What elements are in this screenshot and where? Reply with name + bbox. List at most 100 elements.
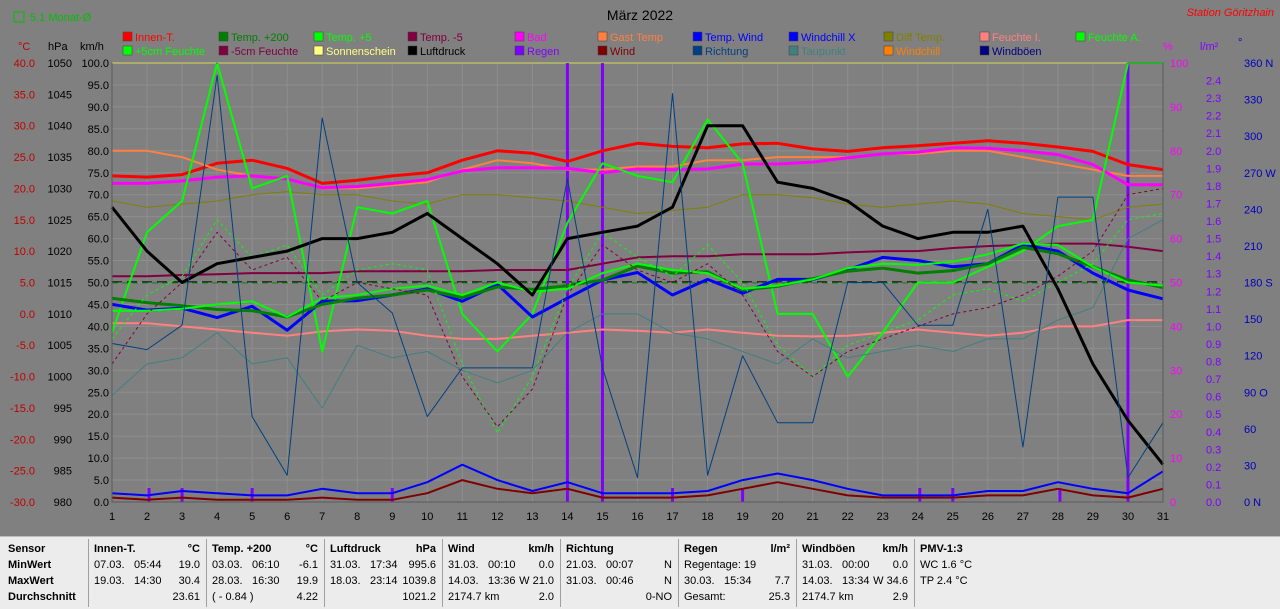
stats-title-text: Wind xyxy=(448,543,475,555)
stats-cell: W 21.0 xyxy=(519,575,554,587)
stats-block-title: Wind km/h xyxy=(448,541,554,557)
kmh-tick-label: 85.0 xyxy=(88,124,109,136)
series-line-temp-5 xyxy=(112,242,1164,278)
pct-tick-label: 90 xyxy=(1170,102,1182,114)
temp-tick-label: -5.0 xyxy=(16,340,35,352)
stats-row: 31.03. 00:10 0.0 xyxy=(448,557,554,573)
x-tick-label: 2 xyxy=(144,511,150,523)
stats-row: Gesamt: 25.3 xyxy=(684,589,790,605)
stats-cell: 0.0 xyxy=(892,559,908,571)
temp-tick-label: -20.0 xyxy=(10,434,35,446)
temp-tick-label: 25.0 xyxy=(14,152,35,164)
legend-swatch xyxy=(313,45,324,56)
stats-cell: 03.03. xyxy=(212,559,243,571)
hpa-tick-label: 1020 xyxy=(48,246,72,258)
pct-tick-label: 0 xyxy=(1170,497,1176,509)
stats-title-text: Regen xyxy=(684,543,718,555)
stats-row: 2174.7 km 2.9 xyxy=(802,589,908,605)
kmh-tick-label: 80.0 xyxy=(88,146,109,158)
kmh-tick-label: 5.0 xyxy=(94,475,109,487)
stats-title-text: Luftdruck xyxy=(330,543,381,555)
stats-separator xyxy=(914,539,915,607)
stats-block: PMV-1:3 WC 1.6 °C TP 2.4 °C xyxy=(920,541,1020,607)
axis-unit-dir: ° xyxy=(1238,37,1242,49)
stats-row: 23.61 xyxy=(94,589,200,605)
rain-tick-label: 1.9 xyxy=(1206,163,1221,175)
rain-tick-label: 0.5 xyxy=(1206,409,1221,421)
kmh-tick-label: 35.0 xyxy=(88,343,109,355)
x-tick-label: 27 xyxy=(1017,511,1029,523)
x-tick-label: 10 xyxy=(421,511,433,523)
hpa-tick-label: 1015 xyxy=(48,278,72,290)
rain-tick-label: 1.8 xyxy=(1206,181,1221,193)
legend-swatch xyxy=(514,45,525,56)
stats-cell: W 34.6 xyxy=(873,575,908,587)
hpa-tick-label: 1010 xyxy=(48,309,72,321)
hpa-tick-label: 995 xyxy=(54,403,72,415)
stats-row-labels: Sensor MinWert MaxWert Durchschnitt xyxy=(8,541,88,607)
rain-tick-label: 0.8 xyxy=(1206,357,1221,369)
temp-tick-label: 5.0 xyxy=(20,278,35,290)
series-line-taupunkt xyxy=(111,219,1164,409)
kmh-tick-label: 65.0 xyxy=(88,212,109,224)
stats-cell: WC 1.6 °C xyxy=(920,559,973,571)
stats-cell: 05:44 xyxy=(134,559,162,571)
kmh-tick-label: 90.0 xyxy=(88,102,109,114)
direction-tick-label: 360 N xyxy=(1244,58,1273,70)
series-line-windb-en xyxy=(111,463,1164,497)
x-tick-label: 15 xyxy=(596,511,608,523)
legend-label: Feuchte A. xyxy=(1088,32,1141,44)
kmh-tick-label: 70.0 xyxy=(88,190,109,202)
rain-tick-label: 2.4 xyxy=(1206,76,1221,88)
stats-cell: 31.03. xyxy=(566,575,597,587)
stats-cell: 30.4 xyxy=(178,575,200,587)
rain-tick-label: 2.2 xyxy=(1206,111,1221,123)
legend-swatch xyxy=(122,45,133,56)
kmh-tick-label: 30.0 xyxy=(88,365,109,377)
direction-tick-label: 60 xyxy=(1244,424,1256,436)
rain-tick-label: 0.6 xyxy=(1206,392,1221,404)
stats-cell: 13:34 xyxy=(842,575,870,587)
row-label-min: MinWert xyxy=(8,559,52,571)
legend-label: Diff Temp. xyxy=(896,32,945,44)
legend-label: Regen xyxy=(527,46,559,58)
hpa-tick-label: 990 xyxy=(54,434,72,446)
x-tick-label: 4 xyxy=(214,511,220,523)
x-tick-label: 23 xyxy=(877,511,889,523)
stats-separator xyxy=(88,539,89,607)
legend-label: Windböen xyxy=(992,46,1042,58)
legend-label: Temp. +200 xyxy=(231,32,289,44)
rain-tick-label: 1.6 xyxy=(1206,216,1221,228)
stats-cell: 31.03. xyxy=(802,559,833,571)
temp-tick-label: 20.0 xyxy=(14,183,35,195)
legend-swatch xyxy=(597,31,608,42)
legend-label: Windchill X xyxy=(801,32,856,44)
stats-row: 31.03. 00:00 0.0 xyxy=(802,557,908,573)
stats-title-text: Temp. +200 xyxy=(212,543,272,555)
legend-label: Temp. Wind xyxy=(705,32,763,44)
chart-area: °C hPa km/h% l/m² ° 40.0 35.0 30.0 25.0 20.0 15.0 1… xyxy=(10,7,1276,523)
axis-unit-hpa: hPa xyxy=(48,41,68,53)
kmh-tick-label: 95.0 xyxy=(88,80,109,92)
stats-cell: 21.03. xyxy=(566,559,597,571)
pct-tick-label: 100 xyxy=(1170,58,1188,70)
stats-cell: 4.22 xyxy=(296,591,318,603)
kmh-tick-label: 15.0 xyxy=(88,431,109,443)
stats-separator xyxy=(560,539,561,607)
stats-cell: 23:14 xyxy=(370,575,398,587)
stats-cell: 18.03. xyxy=(330,575,361,587)
stats-cell: 19.9 xyxy=(296,575,318,587)
x-tick-label: 7 xyxy=(319,511,325,523)
kmh-tick-label: 50.0 xyxy=(88,278,109,290)
row-label-avg: Durchschnitt xyxy=(8,591,76,603)
temp-tick-label: -25.0 xyxy=(10,466,35,478)
stats-cell: 2174.7 km xyxy=(802,591,854,603)
stats-row: ( - 0.84 ) 4.22 xyxy=(212,589,318,605)
series-line-innen-t- xyxy=(111,139,1164,185)
stats-separator xyxy=(796,539,797,607)
x-tick-label: 8 xyxy=(354,511,360,523)
stats-cell: 13:36 xyxy=(488,575,516,587)
pct-tick-label: 60 xyxy=(1170,234,1182,246)
stats-cell: 7.7 xyxy=(774,575,790,587)
stats-cell: 23.61 xyxy=(172,591,200,603)
